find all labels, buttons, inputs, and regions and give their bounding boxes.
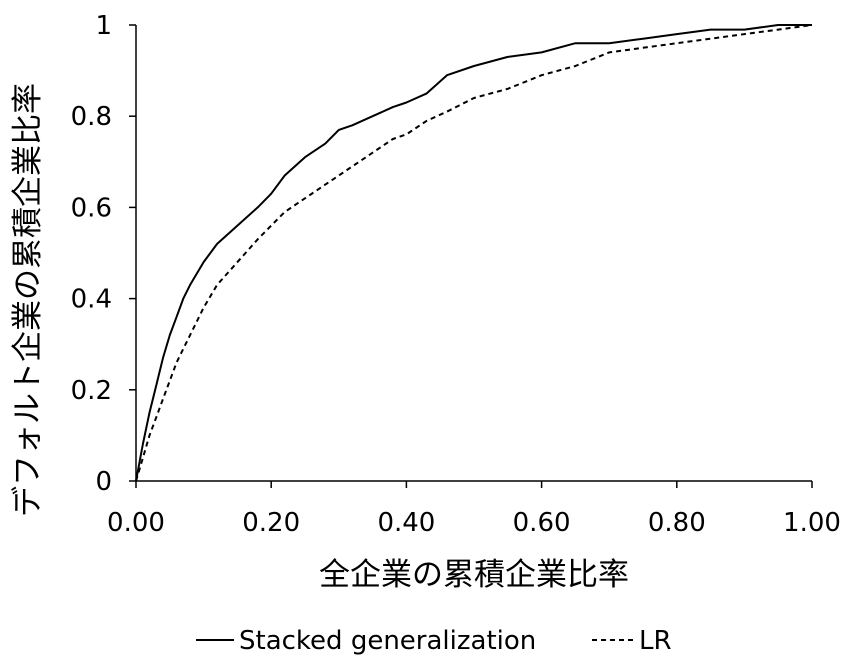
series-layer xyxy=(135,24,813,482)
x-tick-label: 0.40 xyxy=(377,508,435,538)
x-tick-label: 0.20 xyxy=(242,508,300,538)
legend-label-lr: LR xyxy=(639,626,672,656)
x-tick-label: 0.80 xyxy=(648,508,706,538)
x-ticks: 0.00 0.20 0.40 0.60 0.80 1.00 xyxy=(107,481,841,538)
legend-label-stacked: Stacked generalization xyxy=(239,626,536,656)
y-axis-title: デフォルト企業の累積企業比率 xyxy=(10,83,46,517)
series-line-stacked-generalization xyxy=(135,24,812,482)
y-ticks: 0 0.2 0.4 0.6 0.8 1 xyxy=(71,11,136,497)
x-tick-label: 1.00 xyxy=(783,508,841,538)
y-tick-label: 0.8 xyxy=(71,102,112,132)
y-tick-label: 0.6 xyxy=(71,193,112,223)
y-tick-label: 0 xyxy=(95,467,112,497)
x-tick-label: 0.60 xyxy=(513,508,571,538)
x-tick-label: 0.00 xyxy=(107,508,165,538)
y-tick-label: 0.2 xyxy=(71,376,112,406)
y-tick-label: 0.4 xyxy=(71,285,112,315)
y-tick-label: 1 xyxy=(95,11,112,41)
x-axis-title: 全企業の累積企業比率 xyxy=(319,557,629,593)
legend: Stacked generalization LR xyxy=(196,626,672,656)
series-line-lr xyxy=(135,24,813,482)
